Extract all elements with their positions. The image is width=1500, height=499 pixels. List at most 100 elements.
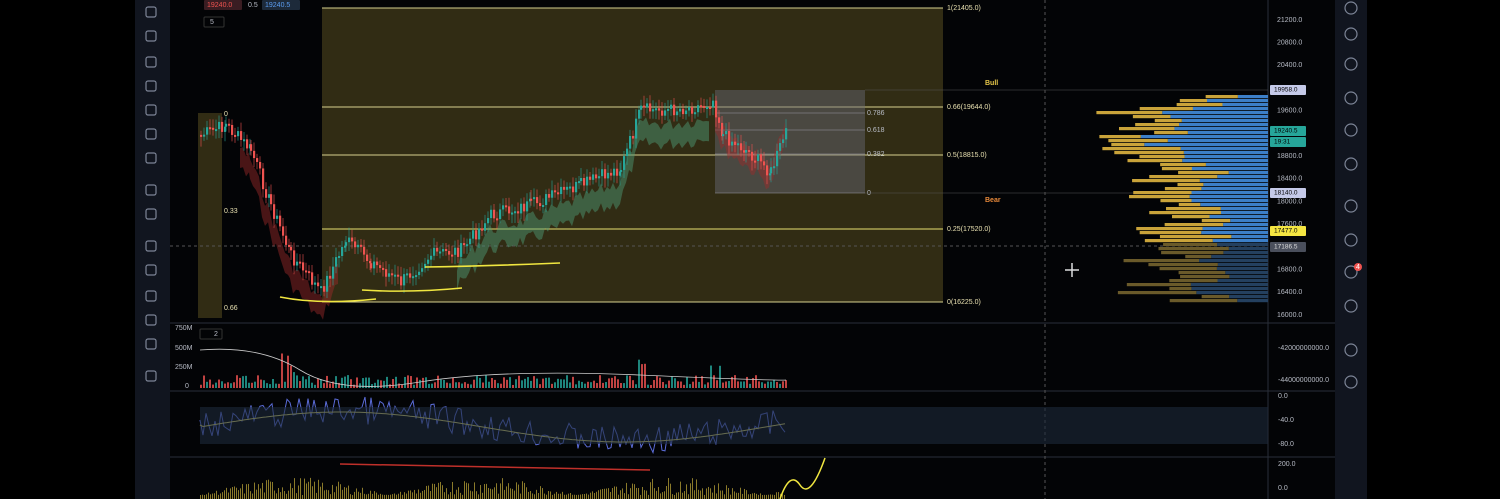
candle bbox=[566, 186, 569, 190]
candle bbox=[679, 108, 682, 112]
osc-bar bbox=[756, 493, 757, 499]
tool-icon[interactable] bbox=[145, 184, 157, 196]
tool-icon[interactable] bbox=[145, 264, 157, 276]
volume-profile-bar bbox=[1159, 267, 1217, 271]
volume-profile-bar bbox=[1209, 215, 1268, 219]
candle bbox=[451, 254, 454, 257]
sidebar-icon[interactable] bbox=[1344, 57, 1358, 71]
osc-bar bbox=[502, 478, 503, 499]
fib-zone-left bbox=[198, 113, 222, 318]
right-toolbar bbox=[1335, 0, 1367, 499]
osc-bar bbox=[340, 484, 341, 499]
tool-icon[interactable] bbox=[145, 290, 157, 302]
osc-bar bbox=[216, 490, 217, 499]
volume-bar bbox=[740, 381, 742, 388]
sidebar-icon[interactable] bbox=[1344, 233, 1358, 247]
tool-icon[interactable] bbox=[145, 80, 157, 92]
osc-bar bbox=[604, 488, 605, 499]
volume-bar bbox=[644, 363, 646, 388]
sidebar-icon[interactable] bbox=[1344, 265, 1358, 279]
osc-bar bbox=[408, 490, 409, 499]
osc-bar bbox=[418, 489, 419, 499]
sidebar-icon[interactable] bbox=[1344, 199, 1358, 213]
tool-icon[interactable] bbox=[145, 152, 157, 164]
tool-icon[interactable] bbox=[145, 56, 157, 68]
osc-bar bbox=[328, 490, 329, 499]
osc-bar bbox=[442, 485, 443, 499]
osc-bar bbox=[718, 483, 719, 499]
volume-bar bbox=[731, 376, 733, 388]
osc-bar bbox=[782, 494, 783, 499]
tool-icon[interactable] bbox=[145, 370, 157, 382]
osc-bar bbox=[726, 485, 727, 499]
candle bbox=[268, 194, 271, 198]
candle bbox=[262, 168, 265, 190]
candle bbox=[484, 223, 487, 231]
osc-bar bbox=[476, 491, 477, 499]
candle bbox=[311, 272, 314, 285]
sidebar-icon[interactable] bbox=[1344, 299, 1358, 313]
volume-bar bbox=[527, 377, 529, 388]
volume-bar bbox=[539, 384, 541, 388]
candle bbox=[694, 112, 697, 115]
osc-bar bbox=[224, 490, 225, 499]
volume-bar bbox=[563, 379, 565, 388]
candle bbox=[397, 274, 400, 277]
inner-fib-label: 0.618 bbox=[867, 127, 885, 134]
candle bbox=[203, 134, 206, 137]
tool-icon[interactable] bbox=[145, 240, 157, 252]
tool-icon[interactable] bbox=[145, 338, 157, 350]
osc-bar bbox=[318, 479, 319, 499]
osc-bar bbox=[206, 494, 207, 499]
price-axis-label: 20800.0 bbox=[1277, 40, 1302, 47]
volume-profile-bar bbox=[1230, 219, 1268, 223]
sidebar-icon[interactable] bbox=[1344, 157, 1358, 171]
osc-bar bbox=[314, 481, 315, 499]
tool-icon[interactable] bbox=[145, 128, 157, 140]
candle bbox=[200, 134, 203, 137]
candle bbox=[376, 261, 379, 266]
osc-bar bbox=[388, 494, 389, 499]
candle bbox=[773, 166, 776, 169]
volume-bar bbox=[425, 377, 427, 388]
volume-profile-bar bbox=[1225, 271, 1268, 275]
price-tag bbox=[1270, 126, 1306, 136]
tool-icon[interactable] bbox=[145, 30, 157, 42]
osc-bar bbox=[576, 494, 577, 499]
tool-icon[interactable] bbox=[145, 6, 157, 18]
interval: 5 bbox=[210, 19, 214, 26]
volume-bar bbox=[494, 379, 496, 388]
volume-bar bbox=[323, 383, 325, 388]
sidebar-icon[interactable] bbox=[1344, 91, 1358, 105]
osc-bar bbox=[306, 483, 307, 499]
tool-icon[interactable] bbox=[145, 104, 157, 116]
sidebar-icon[interactable] bbox=[1344, 1, 1358, 15]
sidebar-icon[interactable] bbox=[1344, 375, 1358, 389]
volume-bar bbox=[365, 377, 367, 388]
osc-bar bbox=[624, 493, 625, 499]
candle bbox=[629, 135, 632, 149]
price-tag-text: 19240.5 bbox=[1274, 128, 1298, 135]
volume-bar bbox=[437, 375, 439, 388]
osc-bar bbox=[462, 494, 463, 499]
volume-bar bbox=[668, 380, 670, 388]
candle bbox=[514, 211, 517, 214]
osc-bar bbox=[488, 487, 489, 499]
candle bbox=[469, 238, 472, 245]
volume-bar bbox=[236, 375, 238, 388]
osc-bar bbox=[600, 489, 601, 499]
sidebar-icon[interactable] bbox=[1344, 27, 1358, 41]
volume-profile-bar bbox=[1228, 171, 1268, 175]
tool-icon[interactable] bbox=[145, 314, 157, 326]
candle bbox=[439, 251, 442, 254]
osc-bar bbox=[738, 492, 739, 499]
volume-bar bbox=[350, 379, 352, 388]
osc-bar bbox=[754, 492, 755, 499]
tool-icon[interactable] bbox=[145, 208, 157, 220]
volume-bar bbox=[398, 383, 400, 388]
sidebar-icon[interactable] bbox=[1344, 343, 1358, 357]
volume-bar bbox=[587, 381, 589, 388]
volume-profile-bar bbox=[1216, 267, 1268, 271]
sidebar-icon[interactable] bbox=[1344, 123, 1358, 137]
volume-profile-bar bbox=[1161, 167, 1192, 171]
